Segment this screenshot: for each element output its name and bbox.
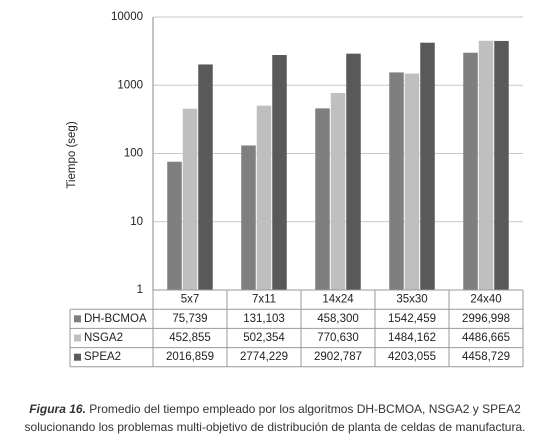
table-value: 1542,459 xyxy=(388,313,436,325)
bar xyxy=(315,108,330,290)
table-value: 2016,859 xyxy=(166,351,214,363)
table-value: 502,354 xyxy=(243,332,285,344)
table-value: 75,739 xyxy=(172,313,207,325)
x-tick-label: 14x24 xyxy=(322,294,354,306)
x-tick-label: 7x11 xyxy=(252,294,276,306)
bar xyxy=(346,53,361,290)
legend-swatch xyxy=(74,334,81,342)
caption-text: Promedio del tiempo empleado por los alg… xyxy=(89,402,521,416)
table-value: 2996,998 xyxy=(462,313,510,325)
bar xyxy=(198,64,213,290)
y-tick-label: 10 xyxy=(130,216,143,228)
caption-label: Figura 16. xyxy=(29,402,86,416)
bar xyxy=(494,40,509,290)
table-value: 458,300 xyxy=(317,313,359,325)
table-value: 1484,162 xyxy=(388,332,436,344)
bar xyxy=(420,42,435,291)
bar xyxy=(389,72,404,290)
bar xyxy=(463,52,478,290)
legend-swatch xyxy=(74,353,81,361)
bar xyxy=(167,161,182,290)
y-tick-label: 100 xyxy=(124,148,143,160)
table-value: 2902,787 xyxy=(314,351,362,363)
bar xyxy=(330,92,346,290)
table-value: 4203,055 xyxy=(388,351,436,363)
caption-line: solucionando los problemas multi-objetiv… xyxy=(25,420,526,434)
table-value: 452,855 xyxy=(169,332,211,344)
legend-label: DH-BCMOA xyxy=(84,313,147,325)
y-axis-label: Tiempo (seg) xyxy=(66,121,78,188)
legend-label: SPEA2 xyxy=(84,351,121,363)
bar xyxy=(256,105,272,291)
table-value: 2774,229 xyxy=(240,351,288,363)
x-tick-label: 35x30 xyxy=(396,294,427,306)
table-value: 4486,665 xyxy=(462,332,510,344)
bar xyxy=(182,108,198,290)
table-value: 4458,729 xyxy=(462,351,510,363)
bar xyxy=(241,145,256,290)
caption-line: Figura 16. Promedio del tiempo empleado … xyxy=(29,402,521,416)
table-value: 131,103 xyxy=(243,313,285,325)
legend-label: NSGA2 xyxy=(84,332,123,344)
y-tick-label: 10000 xyxy=(111,11,143,23)
y-tick-label: 1 xyxy=(137,284,143,296)
bar xyxy=(404,73,420,290)
y-tick-label: 1000 xyxy=(117,79,143,91)
bar xyxy=(478,40,494,290)
x-tick-label: 5x7 xyxy=(181,294,200,306)
bar xyxy=(272,55,287,290)
legend-swatch xyxy=(74,315,81,323)
table-value: 770,630 xyxy=(317,332,359,344)
x-tick-label: 24x40 xyxy=(470,294,501,306)
